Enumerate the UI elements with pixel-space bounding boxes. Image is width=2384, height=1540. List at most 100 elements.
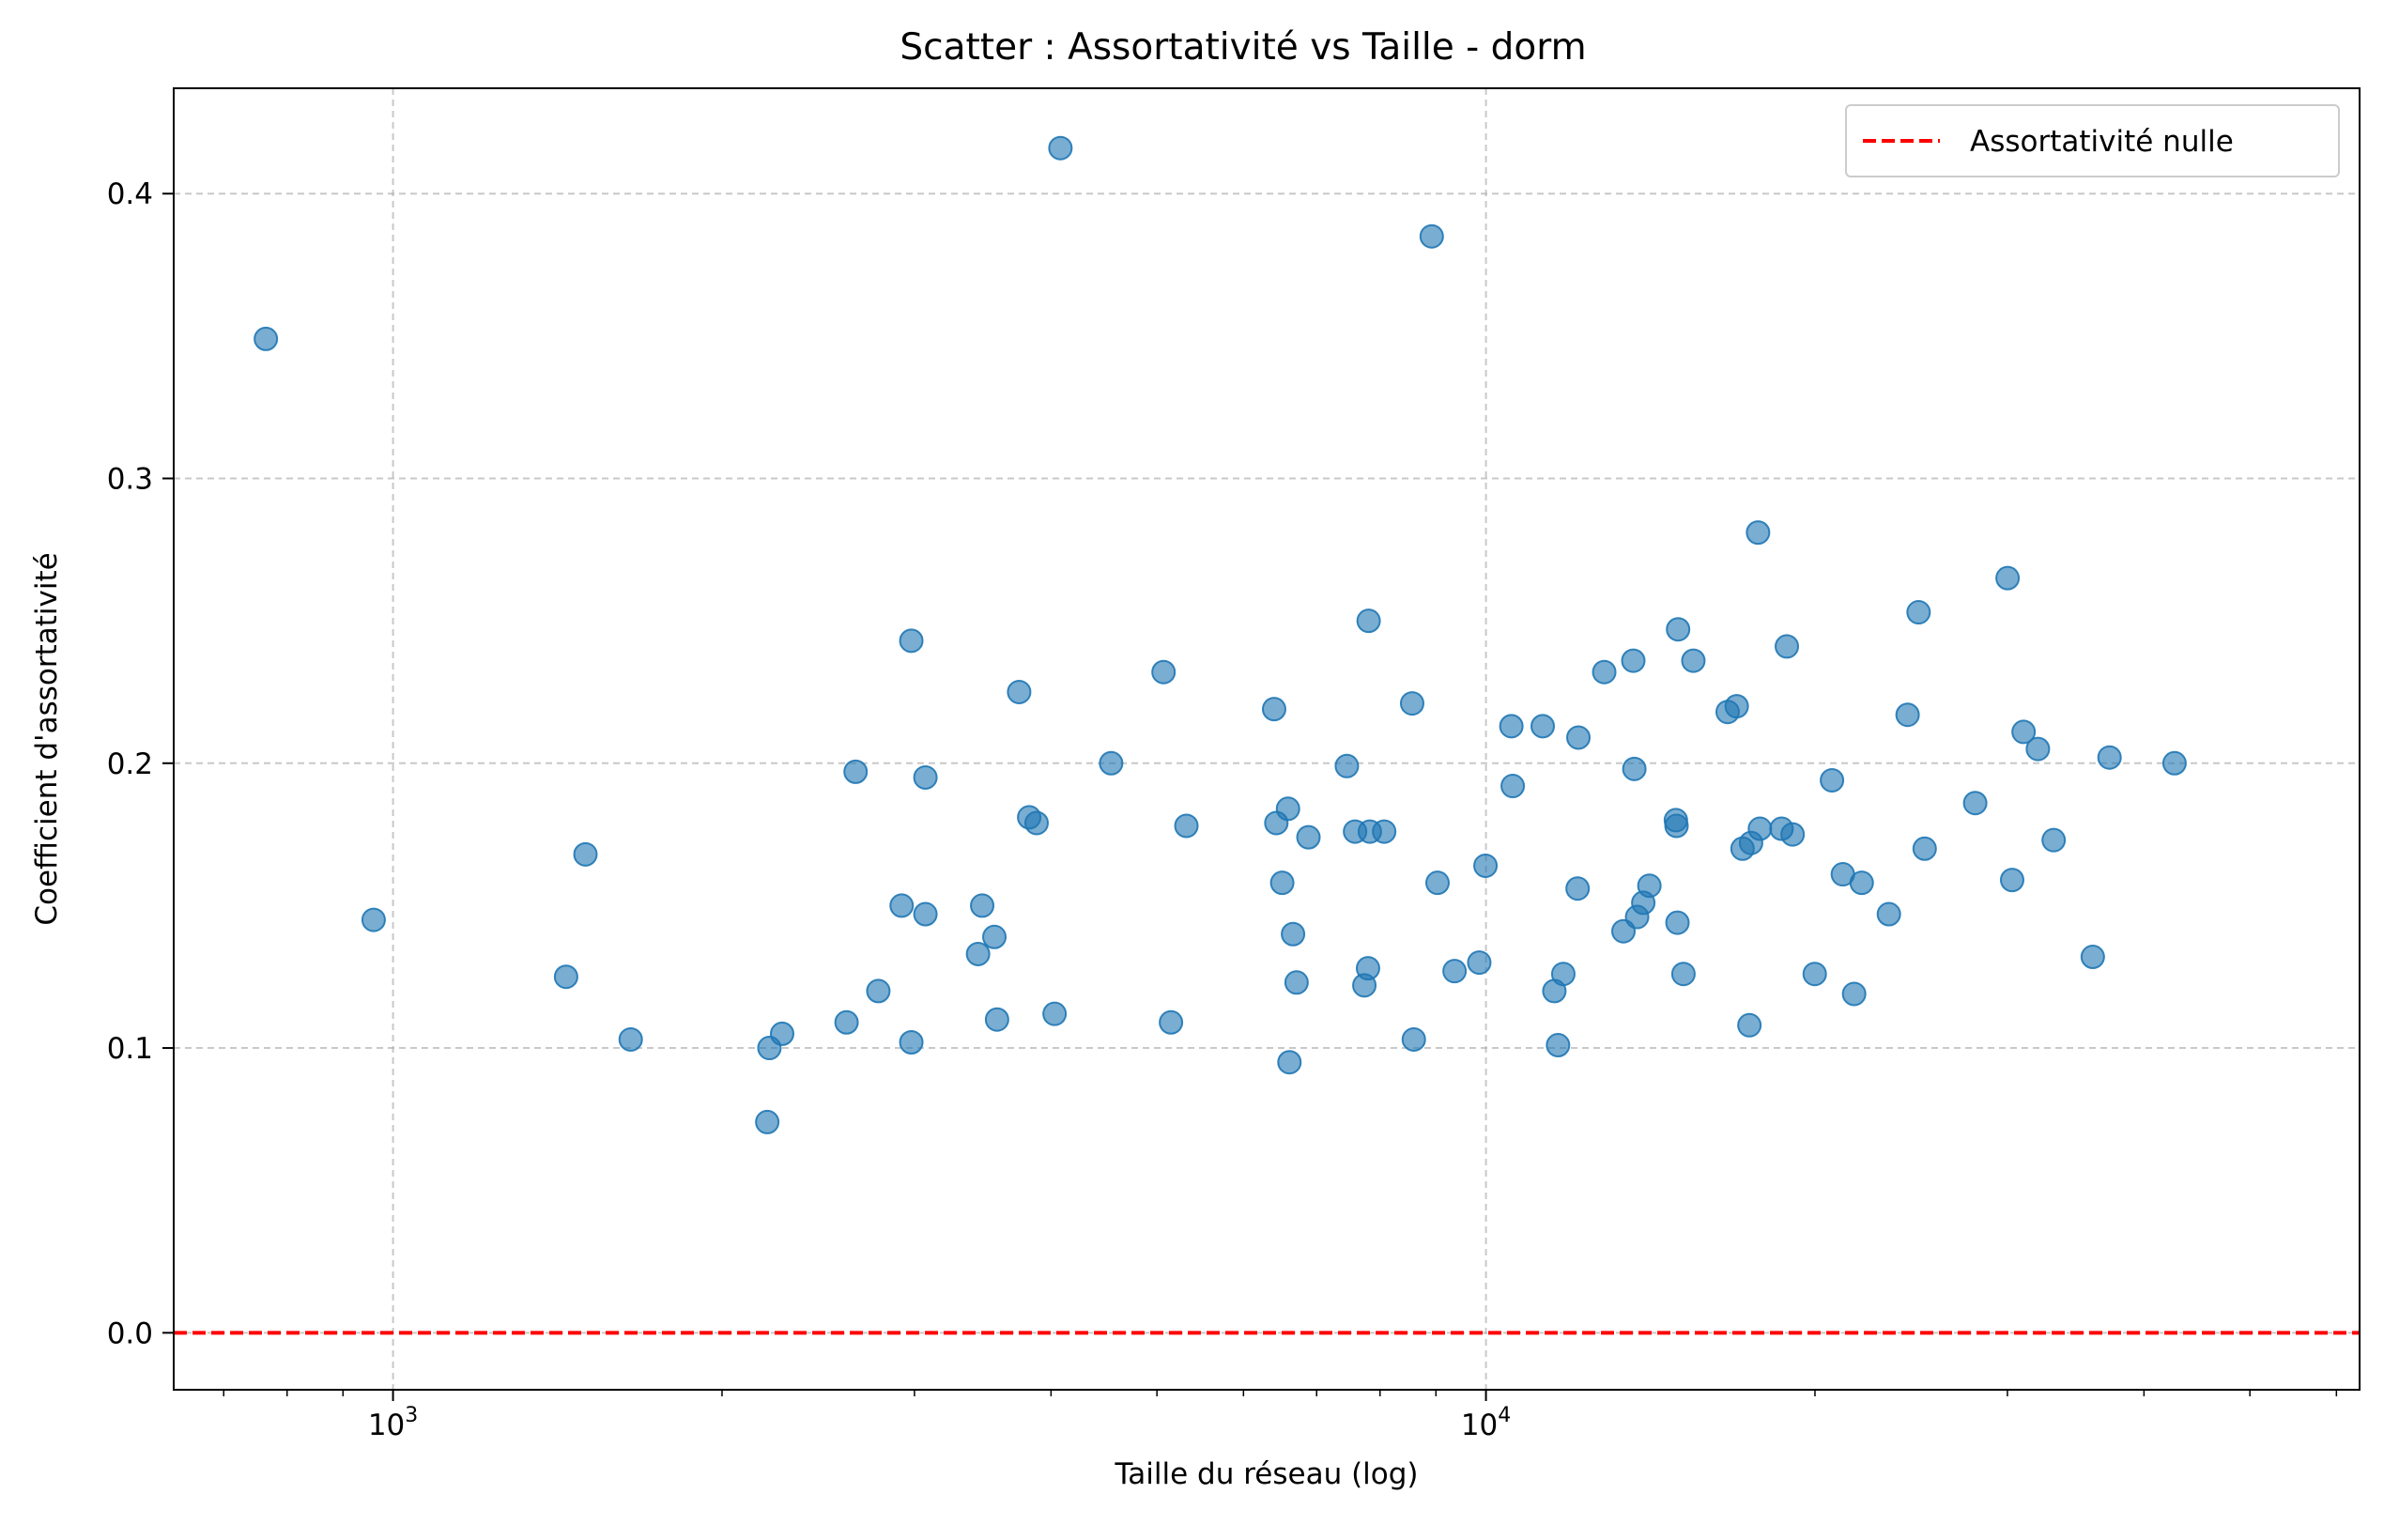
data-point-23 [1042,1001,1068,1026]
data-point-7 [769,1021,794,1046]
x-tick-label-0: 103 [368,1404,418,1442]
data-point-55 [1546,1033,1571,1058]
data-point-25 [1099,750,1124,776]
data-point-94 [2011,719,2037,745]
data-point-86 [1849,870,1874,896]
data-point-1 [361,907,386,932]
data-point-81 [1780,822,1806,847]
y-axis-ticks: 0.0 0.1 0.2 0.3 0.4 [107,177,174,1350]
y-tick-label-4: 0.4 [107,177,153,211]
data-point-20 [1007,679,1032,704]
y-axis-label: Coefficient d'assortativité [30,552,64,925]
data-point-36 [1296,824,1321,850]
data-point-2 [553,964,578,990]
x-axis-ticks: 103 104 [223,1390,2338,1442]
data-point-52 [1500,774,1526,799]
data-point-78 [1747,816,1773,841]
data-point-68 [1665,910,1690,935]
data-points [254,135,2187,1134]
data-point-48 [1442,959,1468,984]
data-point-32 [1275,796,1300,822]
data-point-58 [1566,725,1592,750]
data-point-71 [1681,648,1706,673]
chart-title: Scatter : Assortativité vs Taille - dorm [900,26,1586,69]
data-point-92 [1995,565,2021,591]
data-point-19 [984,1007,1009,1032]
data-point-65 [1637,873,1662,899]
data-point-96 [2041,827,2067,853]
data-point-17 [970,893,995,918]
data-point-46 [1419,223,1444,249]
data-point-50 [1473,853,1499,878]
data-point-73 [1724,694,1749,719]
data-point-13 [899,1029,924,1055]
data-point-43 [1372,819,1397,844]
data-point-49 [1467,950,1492,976]
data-point-4 [618,1026,643,1052]
y-tick-label-0: 0.0 [107,1317,153,1350]
y-tick-label-1: 0.1 [107,1032,153,1066]
data-point-27 [1159,1009,1184,1035]
data-point-37 [1334,753,1360,778]
data-point-69 [1666,617,1691,642]
data-point-95 [2025,736,2051,762]
data-point-47 [1424,870,1450,896]
data-point-22 [1023,810,1049,836]
data-point-99 [2161,750,2187,776]
data-point-67 [1664,813,1689,839]
data-point-0 [254,326,279,351]
data-point-88 [1895,702,1920,728]
data-point-18 [982,924,1007,949]
data-point-29 [1261,697,1286,722]
data-point-87 [1876,901,1901,927]
legend-label-assortativite-nulle: Assortativité nulle [1970,125,2234,159]
data-point-53 [1530,714,1556,739]
y-tick-label-3: 0.3 [107,462,153,496]
data-point-15 [913,901,938,927]
data-point-33 [1277,1050,1302,1075]
data-point-44 [1399,691,1424,716]
data-point-98 [2097,745,2122,770]
data-point-9 [843,759,869,784]
legend: Assortativité nulle [1845,104,2340,177]
data-point-56 [1550,962,1576,987]
data-point-14 [913,764,938,790]
data-point-35 [1284,970,1309,995]
data-point-28 [1174,813,1199,839]
data-point-31 [1269,870,1295,896]
data-point-24 [1048,135,1073,161]
plot-frame [173,87,2361,1391]
data-point-57 [1565,876,1591,901]
data-point-12 [899,628,924,654]
data-point-40 [1355,956,1380,981]
data-point-41 [1356,608,1381,634]
data-point-83 [1820,767,1845,793]
data-point-8 [834,1009,859,1035]
data-point-85 [1841,981,1867,1007]
data-point-10 [866,978,891,1004]
data-point-45 [1401,1026,1426,1052]
data-point-11 [889,893,915,918]
data-point-89 [1906,600,1931,625]
data-point-62 [1622,756,1647,781]
data-point-51 [1499,714,1524,739]
data-point-82 [1802,962,1827,987]
data-point-77 [1746,520,1771,546]
data-point-59 [1592,659,1617,685]
data-point-93 [1999,868,2024,893]
data-point-16 [965,941,991,966]
data-point-5 [755,1109,780,1134]
data-point-80 [1775,634,1800,659]
data-point-91 [1962,791,1988,816]
data-point-61 [1621,648,1646,673]
data-point-75 [1737,1012,1762,1038]
x-tick-label-1: 104 [1461,1404,1511,1442]
x-axis-label: Taille du réseau (log) [1114,1457,1418,1491]
legend-box [1845,104,2340,177]
data-point-90 [1912,836,1937,861]
y-tick-label-2: 0.2 [107,747,153,781]
data-point-26 [1151,659,1177,685]
data-point-34 [1281,921,1306,947]
